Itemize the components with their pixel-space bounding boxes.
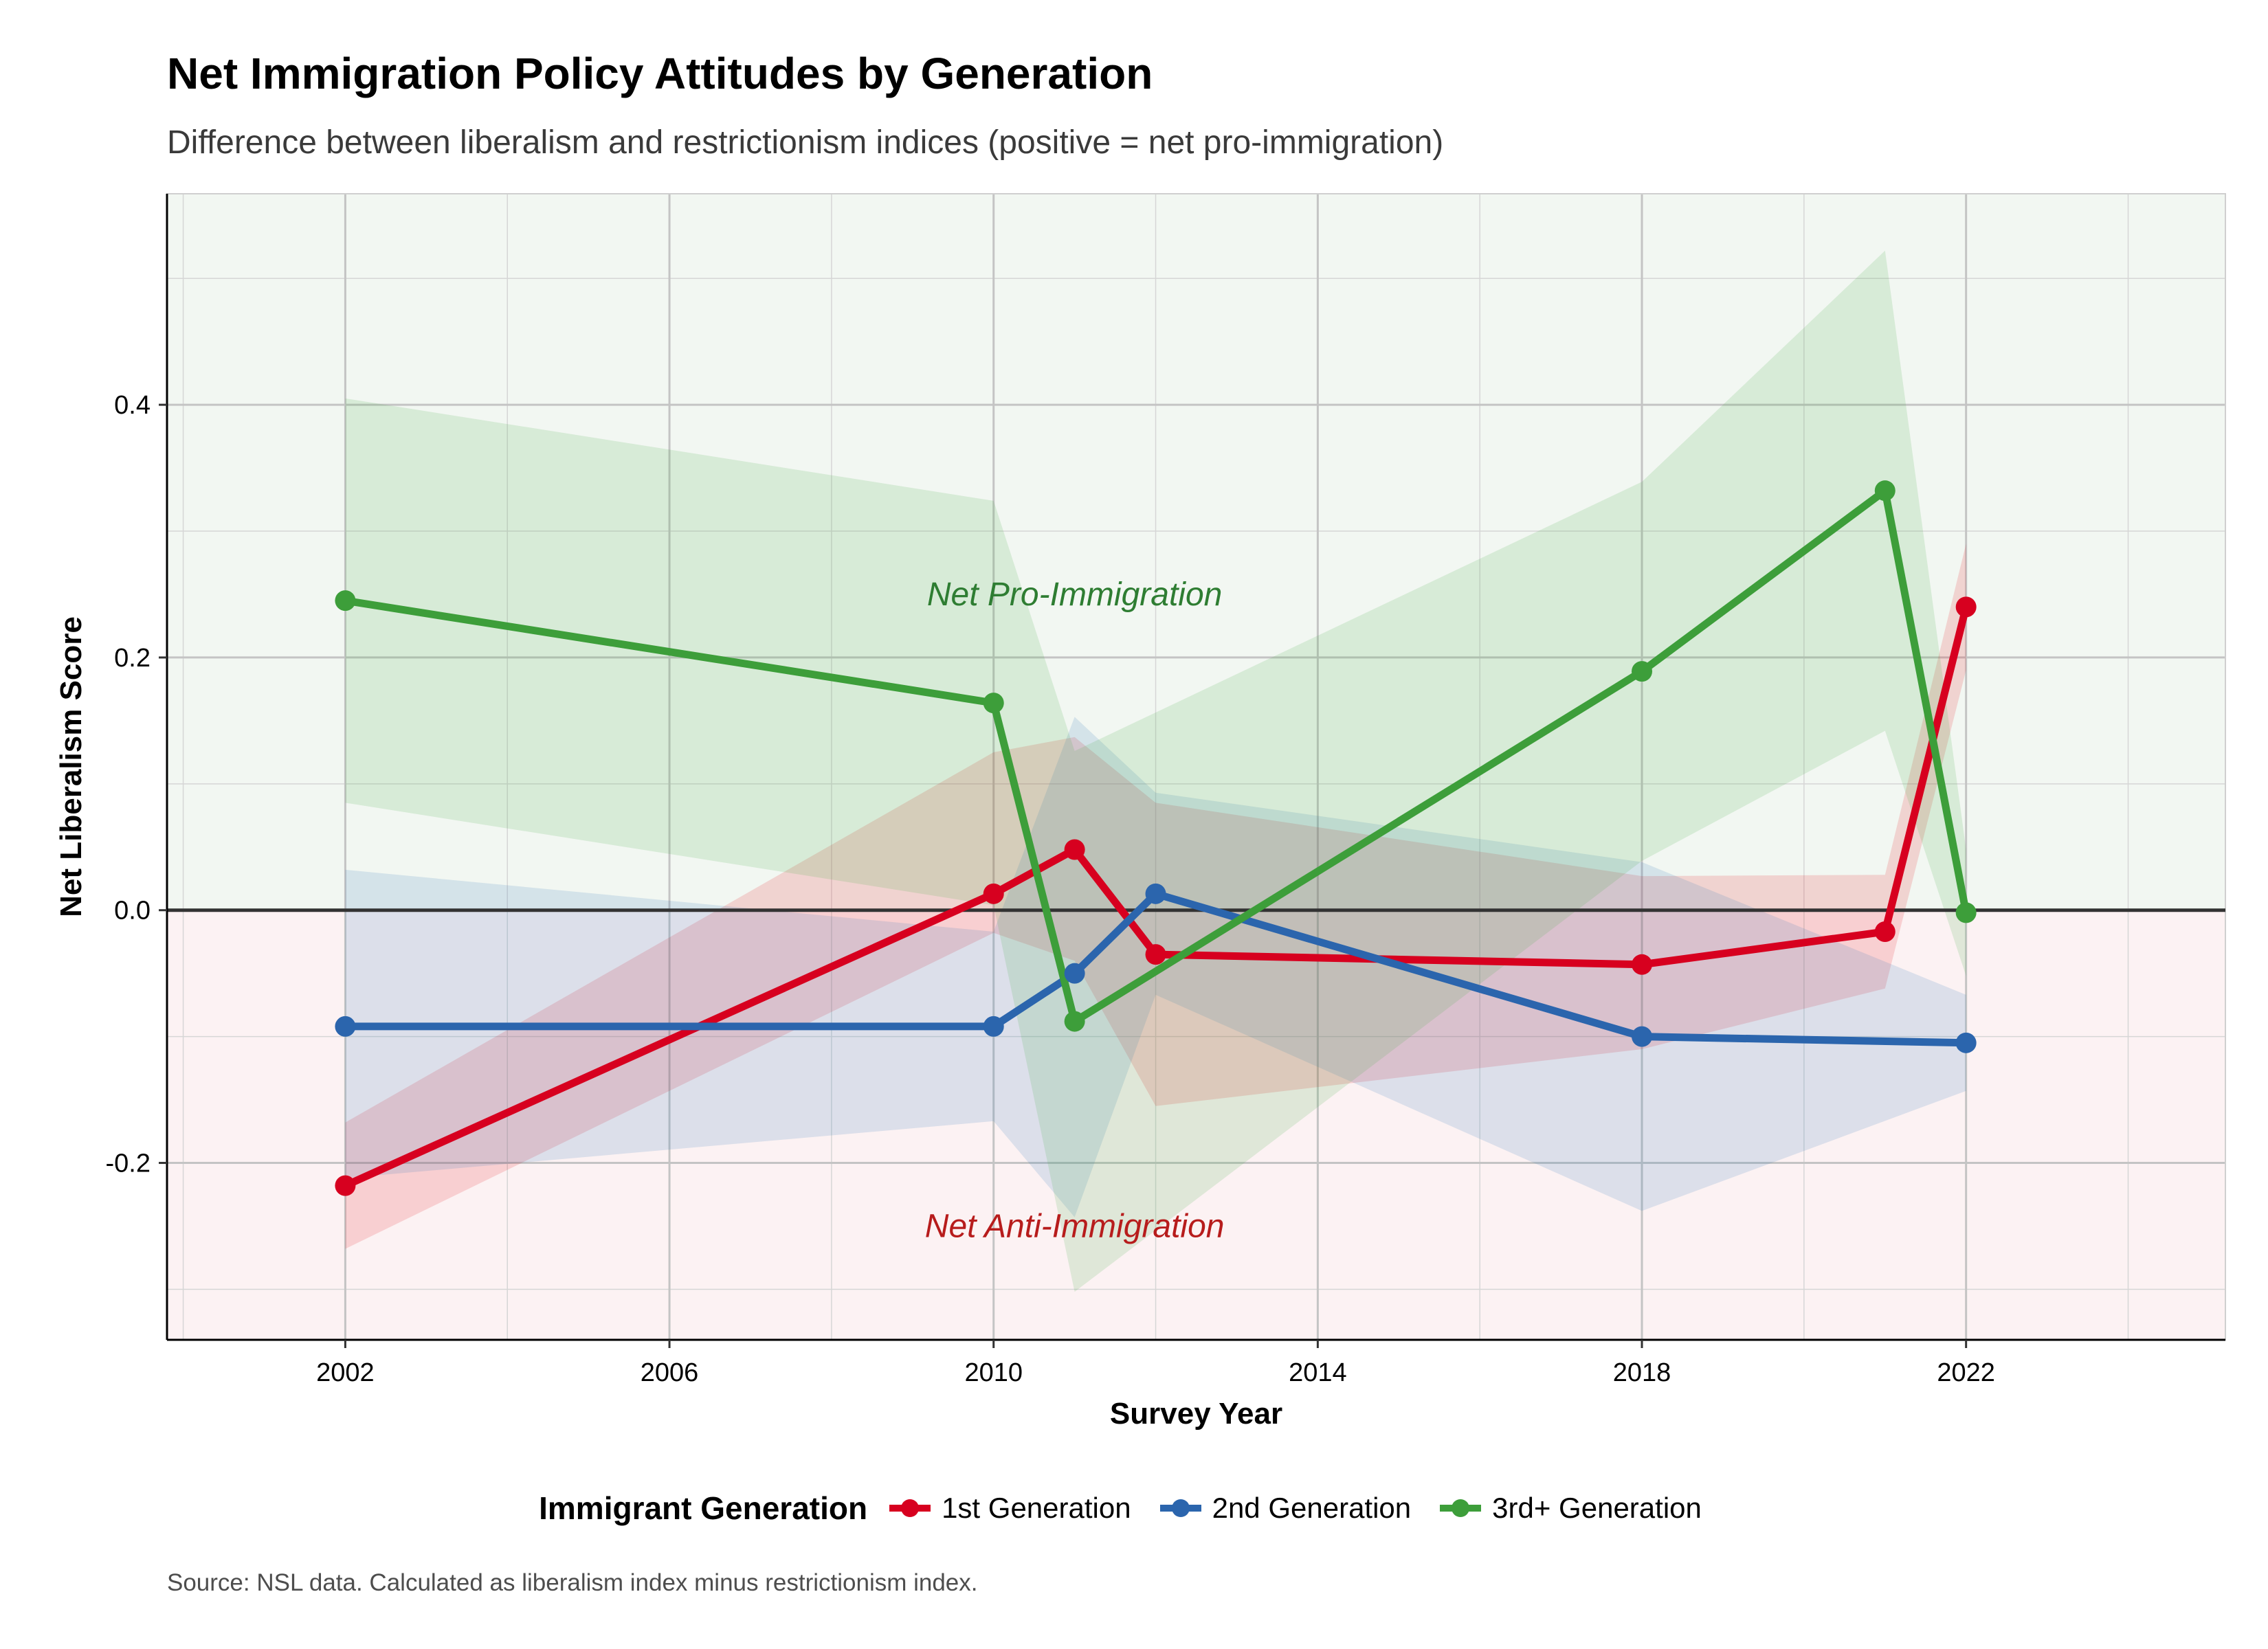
legend-title: Immigrant Generation (539, 1490, 868, 1526)
data-point-1st-generation (983, 883, 1004, 904)
y-tick-label: 0.2 (114, 644, 151, 673)
data-point-3rd-generation (983, 693, 1004, 714)
y-tick-label: 0.0 (114, 897, 151, 926)
data-point-2nd-generation (1955, 1032, 1977, 1053)
data-point-2nd-generation (335, 1016, 356, 1037)
legend-label-2nd-generation: 2nd Generation (1212, 1492, 1412, 1524)
legend-label-1st-generation: 1st Generation (942, 1492, 1131, 1524)
data-point-3rd-generation (1955, 902, 1977, 923)
data-point-2nd-generation (1145, 883, 1166, 904)
data-point-3rd-generation (1632, 661, 1653, 682)
data-point-2nd-generation (1064, 963, 1085, 984)
data-point-3rd-generation (1874, 480, 1895, 502)
data-point-1st-generation (1632, 954, 1653, 975)
chart-subtitle: Difference between liberalism and restri… (167, 124, 1444, 161)
data-point-2nd-generation (1632, 1026, 1653, 1047)
data-point-3rd-generation (1064, 1011, 1085, 1032)
data-point-1st-generation (1064, 839, 1085, 860)
legend-key-2nd-generation (1159, 1499, 1201, 1517)
chart-caption: Source: NSL data. Calculated as liberali… (167, 1569, 978, 1596)
legend-item-3rd-generation: 3rd+ Generation (1438, 1492, 1702, 1525)
legend-key-3rd-generation (1440, 1499, 1482, 1517)
region-label-net-anti-immigration: Net Anti-Immigration (925, 1208, 1225, 1244)
x-tick-label: 2010 (964, 1358, 1023, 1387)
x-tick-label: 2002 (316, 1358, 375, 1387)
x-tick-label: 2022 (1937, 1358, 1995, 1387)
region-label-net-pro-immigration: Net Pro-Immigration (927, 576, 1222, 613)
series-line-2nd-generation (341, 890, 1970, 1047)
legend-key-1st-generation (889, 1499, 931, 1517)
legend-label-3rd-generation: 3rd+ Generation (1492, 1492, 1702, 1524)
x-tick-label: 2014 (1289, 1358, 1347, 1387)
x-tick-label: 2018 (1613, 1358, 1671, 1387)
data-point-1st-generation (1145, 944, 1166, 965)
x-axis-title: Survey Year (1110, 1397, 1282, 1431)
data-point-3rd-generation (335, 590, 356, 612)
data-point-2nd-generation (983, 1016, 1004, 1037)
region-net-pro-immigration (167, 194, 2225, 910)
region-net-anti-immigration (167, 910, 2225, 1340)
confidence-band-3rd-generation (345, 250, 1966, 1292)
chart-title: Net Immigration Policy Attitudes by Gene… (167, 49, 1153, 98)
data-point-1st-generation (1955, 596, 1977, 618)
legend-item-1st-generation: 1st Generation (888, 1492, 1131, 1525)
y-axis-title: Net Liberalism Score (54, 616, 88, 917)
legend-item-2nd-generation: 2nd Generation (1159, 1492, 1412, 1525)
data-point-1st-generation (1874, 921, 1895, 942)
y-tick-label: 0.4 (114, 391, 151, 420)
data-point-1st-generation (335, 1175, 356, 1196)
x-tick-label: 2006 (641, 1358, 699, 1387)
legend: Immigrant Generation 1st Generation 2nd … (0, 1481, 2268, 1536)
series-line-3rd-generation (341, 486, 1970, 1026)
y-tick-label: -0.2 (106, 1149, 151, 1178)
